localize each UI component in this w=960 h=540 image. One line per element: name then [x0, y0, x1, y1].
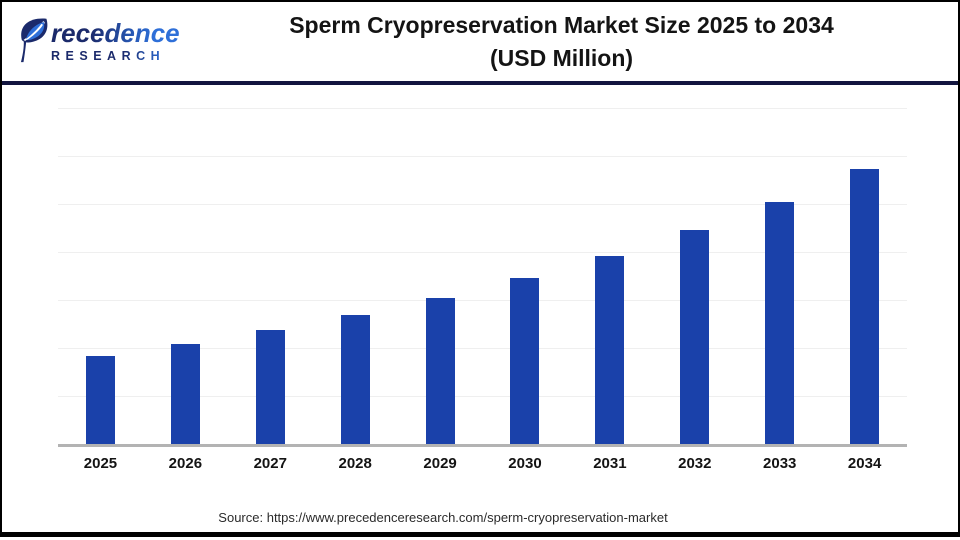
brand-subtitle: RESEARCH: [51, 49, 180, 63]
x-label-2031: 2031: [593, 455, 627, 472]
gridline: [58, 348, 907, 349]
bar-2026: [170, 343, 200, 445]
chart-title-line2: (USD Million): [489, 44, 634, 71]
gridline: [58, 300, 907, 301]
x-axis-line: [58, 444, 907, 447]
source-text: Source: https://www.precedenceresearch.c…: [218, 510, 668, 525]
x-label-2030: 2030: [508, 455, 542, 472]
bar-slot: [822, 99, 907, 445]
bar-series: [58, 99, 907, 445]
x-label-2026: 2026: [168, 455, 203, 472]
x-axis-labels: 2025 2026 2027 2028 2029 2030 2031 2032 2033 2034: [58, 455, 907, 472]
x-label-2034: 2034: [847, 455, 882, 472]
x-label-2029: 2029: [423, 455, 457, 472]
gridline: [58, 108, 907, 109]
plot-area: [58, 99, 907, 447]
bar-2028: [340, 314, 370, 445]
bar-2025: [85, 355, 115, 445]
gridline: [58, 156, 907, 157]
bar-slot: [398, 99, 483, 445]
bar-slot: [58, 99, 143, 445]
brand-logo: recedence RESEARCH: [2, 18, 187, 66]
chart-title: Sperm Cryopreservation Market Size 2025 …: [187, 9, 958, 75]
bar-2031: [595, 255, 625, 445]
bar-2027: [255, 330, 285, 445]
bar-slot: [483, 99, 568, 445]
x-label-2028: 2028: [338, 455, 372, 472]
bar-slot: [313, 99, 398, 445]
bar-slot: [228, 99, 313, 445]
bar-slot: [143, 99, 228, 445]
header: recedence RESEARCH Sperm Cryopreservatio…: [2, 2, 958, 81]
bar-2032: [680, 230, 710, 445]
x-label-2032: 2032: [678, 455, 712, 472]
leaf-logo-icon: [20, 18, 48, 62]
bar-2030: [510, 277, 540, 445]
bar-slot: [567, 99, 652, 445]
gridline: [58, 204, 907, 205]
brand-name: recedence: [51, 18, 180, 48]
brand-text: recedence RESEARCH: [51, 20, 180, 63]
bar-2033: [765, 201, 795, 445]
bar-2034: [850, 169, 880, 445]
bar-chart: 2025 2026 2027 2028 2029 2030 2031 2032 2033 2034…: [2, 85, 958, 532]
bar-2029: [425, 297, 455, 445]
bar-slot: [737, 99, 822, 445]
gridline: [58, 252, 907, 253]
gridline: [58, 396, 907, 397]
bar-slot: [652, 99, 737, 445]
x-label-2033: 2033: [763, 455, 797, 472]
x-label-2025: 2025: [83, 455, 118, 472]
x-label-2027: 2027: [253, 455, 287, 472]
chart-title-line1: Sperm Cryopreservation Market Size 2025 …: [289, 11, 834, 38]
header-divider: [2, 81, 958, 85]
